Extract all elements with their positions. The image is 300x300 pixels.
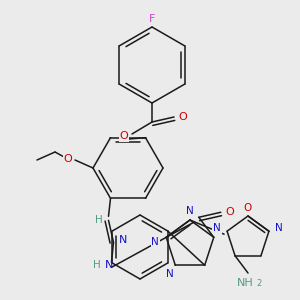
Text: H: H bbox=[93, 260, 101, 270]
Text: N: N bbox=[119, 235, 128, 245]
Text: O: O bbox=[120, 131, 128, 141]
Text: N: N bbox=[151, 237, 159, 247]
Text: O: O bbox=[244, 203, 252, 213]
Text: O: O bbox=[178, 112, 188, 122]
Text: O: O bbox=[225, 207, 234, 217]
Text: N: N bbox=[167, 269, 174, 279]
Text: H: H bbox=[94, 215, 102, 225]
Text: N: N bbox=[186, 206, 194, 216]
Text: O: O bbox=[64, 154, 72, 164]
Text: F: F bbox=[149, 14, 155, 24]
Text: 2: 2 bbox=[256, 278, 262, 287]
Text: N: N bbox=[105, 260, 114, 270]
Text: N: N bbox=[213, 223, 221, 233]
Text: NH: NH bbox=[237, 278, 254, 288]
Text: N: N bbox=[275, 223, 283, 233]
